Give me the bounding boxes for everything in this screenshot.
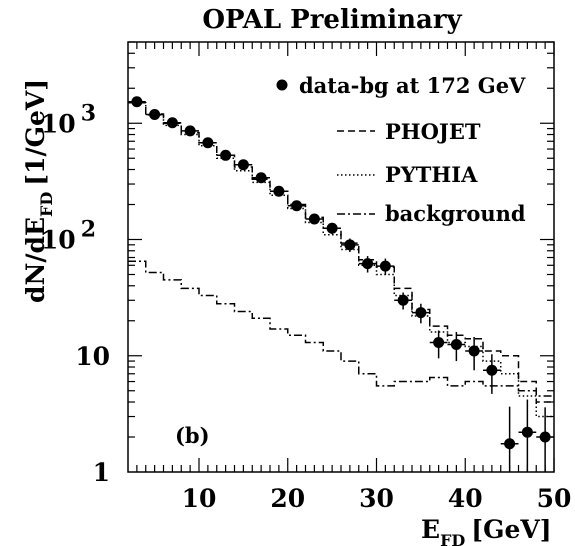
data-point xyxy=(255,172,267,184)
legend-label-data: data-bg at 172 GeV xyxy=(299,73,526,98)
data-point xyxy=(326,222,338,234)
svg-text:dN/dEFD[1/GeV]: dN/dEFD [1/GeV] xyxy=(21,79,56,303)
x-tick-label: 30 xyxy=(359,484,394,513)
x-axis-label: EFD [GeV] xyxy=(421,515,552,546)
data-point xyxy=(344,239,356,251)
legend-label-background: background xyxy=(385,201,526,226)
x-axis-label-unit: [GeV] xyxy=(471,515,551,544)
legend-label-pythia: PYTHIA xyxy=(385,162,478,187)
y-tick-label: 10 2 xyxy=(41,217,96,255)
data-point xyxy=(291,200,303,212)
y-axis-label-sub: FD xyxy=(37,192,56,217)
data-point xyxy=(184,125,196,137)
y-tick-label: 10 3 xyxy=(41,100,96,138)
chart-title: OPAL Preliminary xyxy=(202,5,462,35)
x-axis-label-sub: FD xyxy=(440,531,465,546)
x-axis-label-main: E xyxy=(421,515,440,544)
data-point xyxy=(202,137,214,149)
data-point xyxy=(539,431,551,443)
y-axis-label-main: dN/dE xyxy=(21,217,50,303)
data-point xyxy=(415,307,427,319)
data-point xyxy=(237,159,249,171)
panel-label: (b) xyxy=(175,423,210,448)
legend-label-phojet: PHOJET xyxy=(385,119,481,144)
data-point xyxy=(131,96,143,108)
data-point xyxy=(362,258,374,270)
data-point xyxy=(308,213,320,225)
y-axis-label-unit: [1/GeV] xyxy=(21,79,50,186)
y-tick-label: 10 xyxy=(75,342,110,371)
data-point xyxy=(273,185,285,197)
data-point xyxy=(486,364,498,376)
legend: data-bg at 172 GeV PHOJET PYTHIA backgro… xyxy=(276,73,526,226)
histogram-pythia xyxy=(128,102,554,418)
data-point xyxy=(450,338,462,350)
data-point xyxy=(504,438,516,450)
data-point xyxy=(468,345,480,357)
data-point xyxy=(521,426,533,438)
data-point xyxy=(379,260,391,272)
data-point xyxy=(220,149,232,161)
svg-text:EFD[GeV]: EFD [GeV] xyxy=(421,515,552,546)
legend-marker-data xyxy=(276,79,288,91)
data-point xyxy=(166,117,178,129)
data-point xyxy=(433,337,445,349)
x-tick-label: 40 xyxy=(448,484,483,513)
y-axis-label: dN/dEFD [1/GeV] xyxy=(21,79,56,303)
plot-frame xyxy=(127,41,555,473)
data-point xyxy=(149,108,161,120)
histogram-phojet xyxy=(128,102,554,403)
plot-area xyxy=(128,96,554,472)
x-tick-label: 20 xyxy=(270,484,305,513)
y-tick-label: 1 xyxy=(93,458,110,487)
data-point xyxy=(397,294,409,306)
histogram-background xyxy=(128,260,554,397)
x-tick-label: 10 xyxy=(182,484,217,513)
x-tick-label: 50 xyxy=(537,484,572,513)
